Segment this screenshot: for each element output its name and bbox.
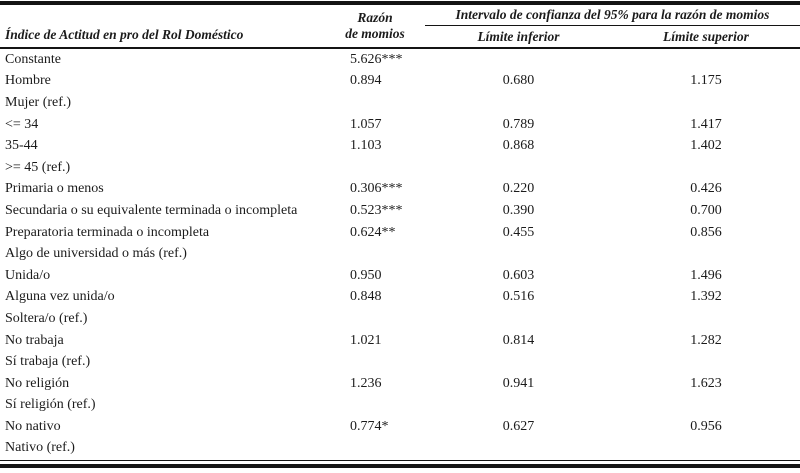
row-label: Primaria o menos <box>5 181 104 197</box>
odds-ratio-value: 1.103 <box>350 138 382 154</box>
odds-ratio-value: 0.624** <box>350 224 396 240</box>
column-header-upper-limit: Límite superior <box>663 28 749 44</box>
odds-ratio-value: 0.523*** <box>350 202 403 218</box>
odds-ratio-value: 0.894 <box>350 73 382 89</box>
table-row: Mujer (ref.) <box>0 92 800 114</box>
table-bottom-thick-rule <box>0 464 800 468</box>
table-row: Secundaria o su equivalente terminada o … <box>0 200 800 222</box>
row-label: No religión <box>5 375 70 391</box>
table-row: Soltera/o (ref.) <box>0 308 800 330</box>
lower-limit-value: 0.789 <box>502 116 535 132</box>
lower-limit-value: 0.868 <box>502 138 535 154</box>
table-row: Primaria o menos 0.306*** 0.220 0.426 <box>0 179 800 201</box>
lower-limit-value: 0.814 <box>502 332 535 348</box>
table-row: Sí religión (ref.) <box>0 395 800 417</box>
column-group-header-confidence-interval: Intervalo de confianza del 95% para la r… <box>425 5 800 26</box>
table-row: <= 34 1.057 0.789 1.417 <box>0 114 800 136</box>
column-header-lower-limit: Límite inferior <box>477 28 560 44</box>
column-header-odds-ratio: Razón de momios <box>325 5 425 47</box>
lower-limit-value: 0.390 <box>502 202 535 218</box>
odds-ratio-value: 0.848 <box>350 289 382 305</box>
row-label: Hombre <box>5 73 51 89</box>
upper-limit-value: 1.417 <box>690 116 722 132</box>
odds-ratio-value: 1.236 <box>350 375 382 391</box>
lower-limit-value: 0.941 <box>502 375 535 391</box>
table-row: Constante 5.626*** <box>0 49 800 71</box>
row-label: Mujer (ref.) <box>5 94 72 110</box>
row-label: Sí religión (ref.) <box>5 397 96 413</box>
row-label: <= 34 <box>5 116 39 132</box>
odds-ratio-value: 1.021 <box>350 332 382 348</box>
table-body: Constante 5.626*** Hombre 0.894 0.680 1.… <box>0 49 800 459</box>
odds-ratio-value: 1.057 <box>350 116 382 132</box>
odds-ratio-value: 0.774* <box>350 418 389 434</box>
upper-limit-value: 1.175 <box>690 73 722 89</box>
row-label: 35-44 <box>5 138 38 154</box>
upper-limit-value: 0.956 <box>690 418 722 434</box>
table-row: Algo de universidad o más (ref.) <box>0 243 800 265</box>
row-label: Nativo (ref.) <box>5 440 75 456</box>
lower-limit-value: 0.220 <box>502 181 535 197</box>
upper-limit-value: 1.282 <box>690 332 722 348</box>
odds-ratio-header-line2: de momios <box>345 26 405 41</box>
table-row: 35-44 1.103 0.868 1.402 <box>0 135 800 157</box>
table-row: Alguna vez unida/o 0.848 0.516 1.392 <box>0 287 800 309</box>
row-label: No nativo <box>5 418 61 434</box>
table-row: No religión 1.236 0.941 1.623 <box>0 373 800 395</box>
row-label: Soltera/o (ref.) <box>5 310 88 326</box>
table-row: Preparatoria terminada o incompleta 0.62… <box>0 222 800 244</box>
table-top-rule <box>0 1 800 5</box>
row-label: Sí trabaja (ref.) <box>5 354 91 370</box>
lower-limit-value: 0.516 <box>502 289 535 305</box>
upper-limit-value: 0.700 <box>690 202 722 218</box>
lower-limit-value: 0.455 <box>502 224 535 240</box>
lower-limit-value: 0.680 <box>502 73 535 89</box>
table-row: No nativo 0.774* 0.627 0.956 <box>0 416 800 438</box>
table-row: Sí trabaja (ref.) <box>0 351 800 373</box>
lower-limit-value: 0.627 <box>502 418 535 434</box>
row-label: Preparatoria terminada o incompleta <box>5 224 210 240</box>
upper-limit-value: 1.496 <box>690 267 722 283</box>
odds-ratio-value: 0.306*** <box>350 181 403 197</box>
upper-limit-value: 1.392 <box>690 289 722 305</box>
row-label: Secundaria o su equivalente terminada o … <box>5 202 298 218</box>
odds-ratio-value: 5.626*** <box>350 51 403 67</box>
row-label: >= 45 (ref.) <box>5 159 71 175</box>
column-header-index: Índice de Actitud en pro del Rol Domésti… <box>5 27 244 42</box>
lower-limit-value: 0.603 <box>502 267 535 283</box>
table-row: >= 45 (ref.) <box>0 157 800 179</box>
upper-limit-value: 0.856 <box>690 224 722 240</box>
upper-limit-value: 1.402 <box>690 138 722 154</box>
row-label: Unida/o <box>5 267 51 283</box>
row-label: Alguna vez unida/o <box>5 289 115 305</box>
row-label: Constante <box>5 51 61 67</box>
table-row: No trabaja 1.021 0.814 1.282 <box>0 330 800 352</box>
table-row: Hombre 0.894 0.680 1.175 <box>0 71 800 93</box>
table-header: Índice de Actitud en pro del Rol Domésti… <box>0 5 800 49</box>
table-bottom-thin-rule <box>0 459 800 465</box>
row-label: No trabaja <box>5 332 64 348</box>
table-row: Nativo (ref.) <box>0 438 800 460</box>
odds-ratio-header-line1: Razón <box>357 10 393 25</box>
table-row: Unida/o 0.950 0.603 1.496 <box>0 265 800 287</box>
upper-limit-value: 0.426 <box>690 181 722 197</box>
odds-ratio-value: 0.950 <box>350 267 382 283</box>
upper-limit-value: 1.623 <box>690 375 722 391</box>
row-label: Algo de universidad o más (ref.) <box>5 246 187 262</box>
